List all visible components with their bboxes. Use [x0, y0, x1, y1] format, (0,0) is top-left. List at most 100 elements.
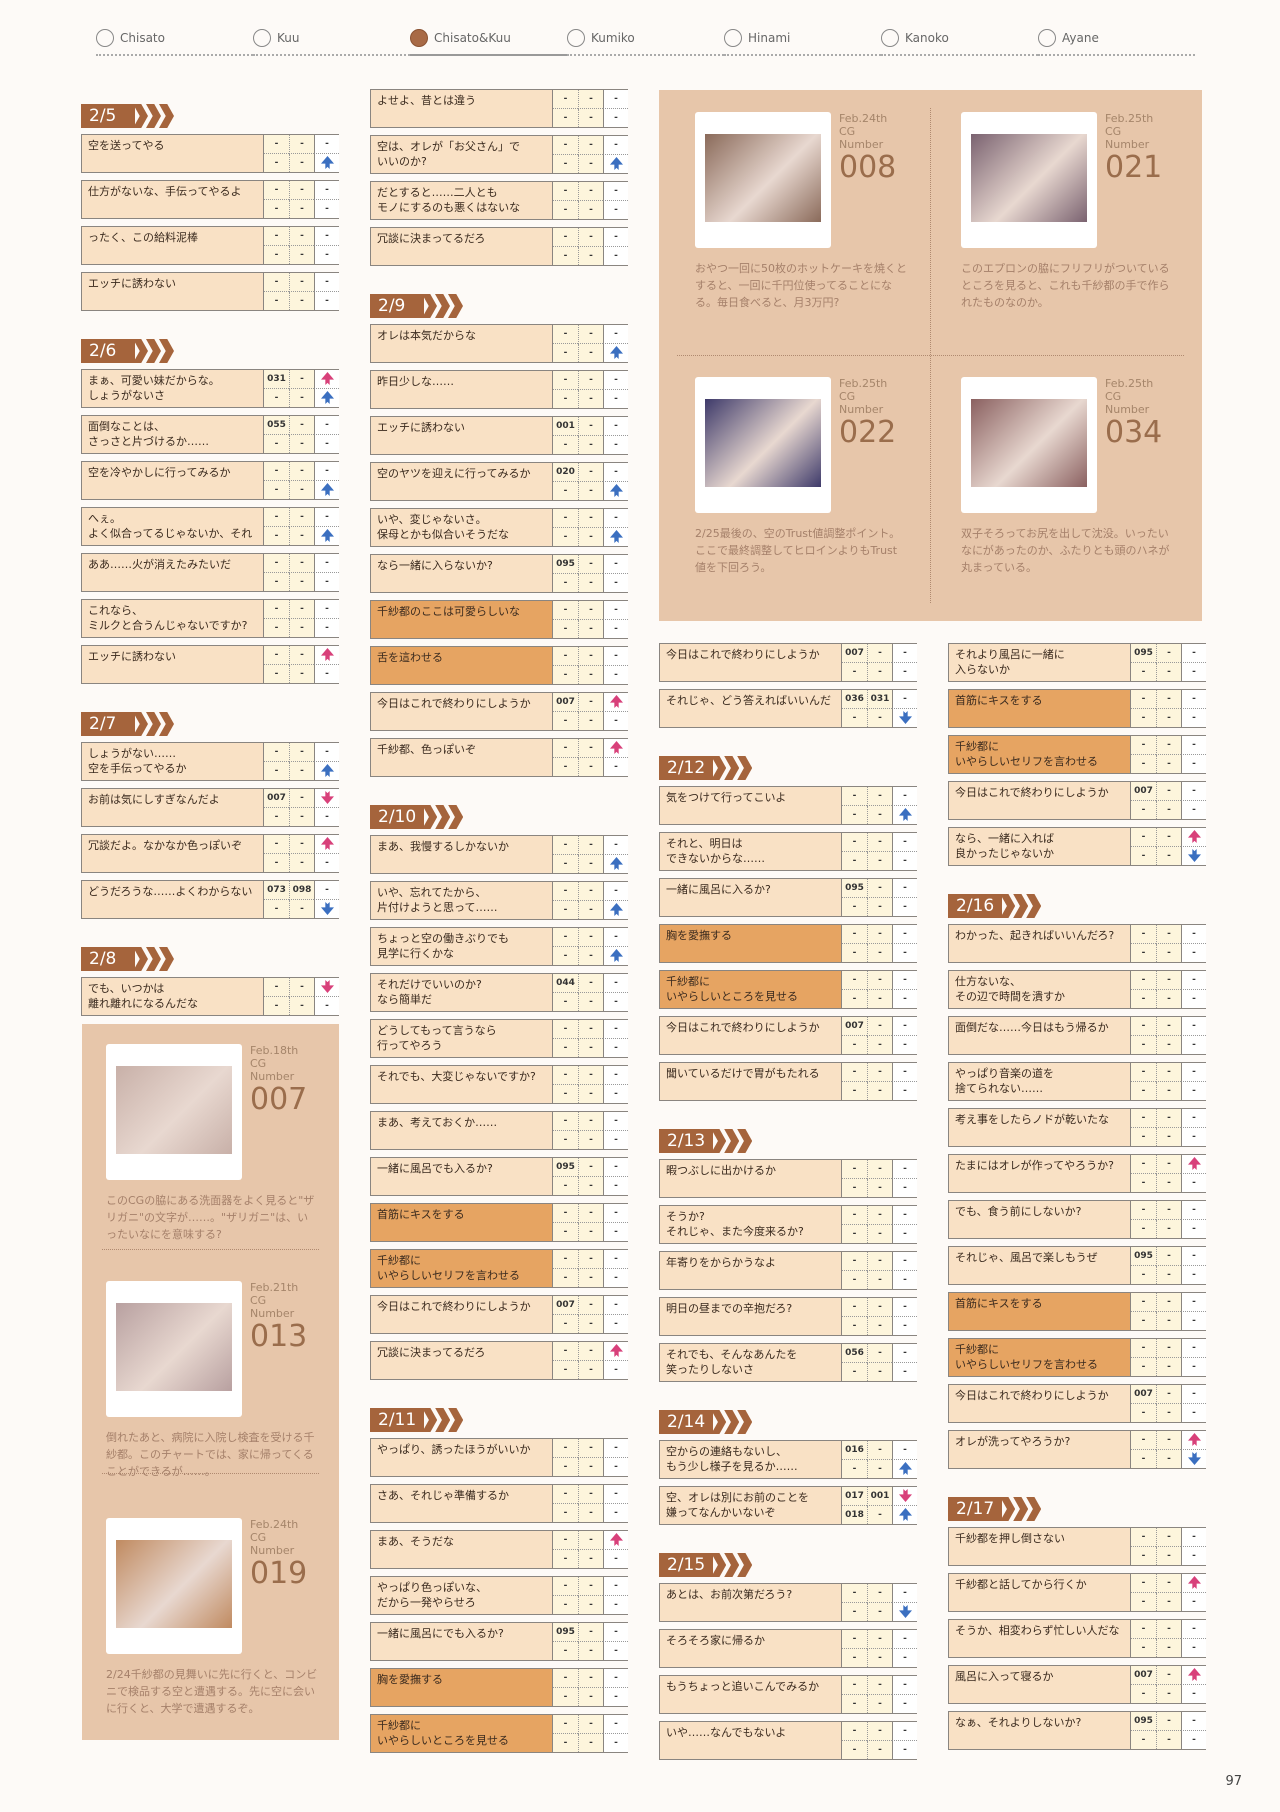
- choice-row[interactable]: 仕方がないな、手伝ってやるよ - - - - - -: [81, 180, 339, 219]
- choice-row[interactable]: なら一緒に入らないか? 095- - - - -: [370, 554, 628, 593]
- choice-row[interactable]: よせよ、昔とは違う - - - - - -: [370, 89, 628, 128]
- choice-row[interactable]: 今日はこれで終わりにしようか 007- - - - -: [948, 1384, 1206, 1423]
- choice-row[interactable]: 一緒に風呂でも入るか? 095- - - - -: [370, 1157, 628, 1196]
- tab-ayane[interactable]: Ayane: [1038, 28, 1195, 56]
- choice-row[interactable]: そうか、相変わらず忙しい人だな - - - - - -: [948, 1619, 1206, 1658]
- choice-row[interactable]: 仕方ないな、 その辺で時間を潰すか - - - - - -: [948, 970, 1206, 1009]
- choice-row[interactable]: ちょっと空の働きぶりでも 見学に行くかな - - - - -: [370, 927, 628, 966]
- choice-row[interactable]: オレが洗ってやろうか? - - - -: [948, 1430, 1206, 1469]
- choice-row[interactable]: これなら、 ミルクと合うんじゃないですか? - - - - - -: [81, 599, 339, 638]
- choice-row[interactable]: 昨日少しな…… - - - - - -: [370, 370, 628, 409]
- choice-row[interactable]: だとすると……二人とも モノにするのも悪くはないな - - - - - -: [370, 181, 628, 220]
- choice-row[interactable]: 胸を愛撫する - - - - - -: [659, 924, 917, 963]
- choice-row[interactable]: でも、いつかは 離れ離れになるんだな - - - - -: [81, 977, 339, 1016]
- tab-chisato[interactable]: Chisato: [96, 28, 253, 56]
- choice-row[interactable]: 明日の昼までの辛抱だろ? - - - - - -: [659, 1297, 917, 1336]
- tab-hinami[interactable]: Hinami: [724, 28, 881, 56]
- choice-row[interactable]: 冗談に決まってるだろ - - - - - -: [370, 227, 628, 266]
- choice-row[interactable]: まあ、考えておくか…… - - - - - -: [370, 1111, 628, 1150]
- choice-row[interactable]: 空からの連絡もないし、 もう少し様子を見るか…… 016- - - -: [659, 1440, 917, 1479]
- choice-row[interactable]: わかった、起きればいいんだろ? - - - - - -: [948, 924, 1206, 963]
- choice-row[interactable]: それじゃ、風呂で楽しもうぜ 095- - - - -: [948, 1246, 1206, 1285]
- choice-row[interactable]: なら、一緒に入れば 良かったじゃないか - - - -: [948, 827, 1206, 866]
- choice-row[interactable]: 空を冷やかしに行ってみるか - - - - -: [81, 461, 339, 500]
- choice-row[interactable]: しょうがない…… 空を手伝ってやるか - - - - -: [81, 742, 339, 781]
- choice-row[interactable]: まあ、我慢するしかないか - - - - -: [370, 835, 628, 874]
- choice-row[interactable]: いや、変じゃないさ。 保母とかも似合いそうだな - - - - -: [370, 508, 628, 547]
- choice-row[interactable]: 舌を這わせる - - - - - -: [370, 646, 628, 685]
- choice-row[interactable]: 首筋にキスをする - - - - - -: [948, 689, 1206, 728]
- choice-row[interactable]: 今日はこれで終わりにしようか 007- - - -: [370, 692, 628, 731]
- choice-row[interactable]: それじゃ、どう答えればいいんだ 036 031- - -: [659, 689, 917, 728]
- choice-row[interactable]: そろそろ家に帰るか - - - - - -: [659, 1629, 917, 1668]
- choice-row[interactable]: やっぱり音楽の道を 捨てられない…… - - - - - -: [948, 1062, 1206, 1101]
- choice-row[interactable]: もうちょっと追いこんでみるか - - - - - -: [659, 1675, 917, 1714]
- choice-row[interactable]: 千紗都を押し倒さない - - - - - -: [948, 1527, 1206, 1566]
- choice-row[interactable]: それだけでいいのか? なら簡単だ 044- - - - -: [370, 973, 628, 1012]
- choice-row[interactable]: まあ、そうだな - - - - -: [370, 1530, 628, 1569]
- choice-row[interactable]: そうか? それじゃ、また今度来るか? - - - - - -: [659, 1205, 917, 1244]
- choice-row[interactable]: あとは、お前次第だろう? - - - - -: [659, 1583, 917, 1622]
- choice-row[interactable]: 空は、オレが「お父さん」で いいのか? - - - - -: [370, 135, 628, 174]
- choice-row[interactable]: まぁ、可愛い妹だからな。 しょうがないさ 031- - -: [81, 369, 339, 408]
- choice-row[interactable]: それと、明日は できないからな…… - - - - - -: [659, 832, 917, 871]
- trust-arrow-cell: -: [1181, 1403, 1206, 1422]
- choice-row[interactable]: 風呂に入って寝るか 007- - - -: [948, 1665, 1206, 1704]
- choice-row[interactable]: 空を送ってやる - - - - -: [81, 134, 339, 173]
- choice-row[interactable]: 空のヤツを迎えに行ってみるか 020- - - -: [370, 462, 628, 501]
- choice-row[interactable]: 千紗都のここは可愛らしいな - - - - - -: [370, 600, 628, 639]
- choice-row[interactable]: それでも、大変じゃないですか? - - - - - -: [370, 1065, 628, 1104]
- choice-row[interactable]: 面倒なことは、 さっさと片づけるか…… 055- - - - -: [81, 415, 339, 454]
- choice-row[interactable]: 年寄りをからかうなよ - - - - - -: [659, 1251, 917, 1290]
- choice-row[interactable]: エッチに誘わない - - - - -: [81, 645, 339, 684]
- tab-kanoko[interactable]: Kanoko: [881, 28, 1038, 56]
- choice-row[interactable]: 今日はこれで終わりにしようか 007- - - - -: [370, 1295, 628, 1334]
- choice-row[interactable]: 冗談だよ。なかなか色っぽいぞ - - - - -: [81, 834, 339, 873]
- choice-row[interactable]: お前は気にしすぎなんだよ 007- - - -: [81, 788, 339, 827]
- choice-row[interactable]: 冗談に決まってるだろ - - - - -: [370, 1341, 628, 1380]
- choice-row[interactable]: 千紗都に いやらしいセリフを言わせる - - - - - -: [948, 1338, 1206, 1377]
- choice-row[interactable]: やっぱり色っぽいな、 だから一発やらせろ - - - - - -: [370, 1576, 628, 1615]
- choice-row[interactable]: 面倒だな……今日はもう帰るか - - - - - -: [948, 1016, 1206, 1055]
- choice-row[interactable]: 空、オレは別にお前のことを 嫌ってなんかいないぞ 017 001 018-: [659, 1486, 917, 1525]
- result-grid: -----: [552, 325, 628, 362]
- choice-row[interactable]: いや……なんでもないよ - - - - - -: [659, 1721, 917, 1760]
- choice-row[interactable]: 胸を愛撫する - - - - - -: [370, 1668, 628, 1707]
- choice-row[interactable]: 千紗都に いやらしいところを見せる - - - - - -: [370, 1714, 628, 1753]
- tab-kuu[interactable]: Kuu: [253, 28, 410, 56]
- choice-row[interactable]: ああ……火が消えたみたいだ - - - - - -: [81, 553, 339, 592]
- choice-row[interactable]: 千紗都に いやらしいセリフを言わせる - - - - - -: [370, 1249, 628, 1288]
- choice-row[interactable]: それでも、そんなあんたを 笑ったりしないさ 056- - - - -: [659, 1343, 917, 1382]
- choice-row[interactable]: ったく、この給料泥棒 - - - - - -: [81, 226, 339, 265]
- choice-row[interactable]: たまにはオレが作ってやろうか? - - - - -: [948, 1154, 1206, 1193]
- choice-row[interactable]: 首筋にキスをする - - - - - -: [370, 1203, 628, 1242]
- choice-row[interactable]: 聞いているだけで胃がもたれる - - - - - -: [659, 1062, 917, 1101]
- choice-row[interactable]: どうだろうな……よくわからない 073 098- - -: [81, 880, 339, 919]
- choice-row[interactable]: どうしてもって言うなら 行ってやろう - - - - - -: [370, 1019, 628, 1058]
- tab-kumiko[interactable]: Kumiko: [567, 28, 724, 56]
- choice-row[interactable]: 暇つぶしに出かけるか - - - - - -: [659, 1159, 917, 1198]
- choice-row[interactable]: 千紗都に いやらしいところを見せる - - - - - -: [659, 970, 917, 1009]
- choice-row[interactable]: でも、食う前にしないか? - - - - - -: [948, 1200, 1206, 1239]
- choice-row[interactable]: エッチに誘わない - - - - - -: [81, 272, 339, 311]
- choice-row[interactable]: 今日はこれで終わりにしようか 007- - - - -: [948, 781, 1206, 820]
- choice-row[interactable]: さあ、それじゃ準備するか - - - - - -: [370, 1484, 628, 1523]
- choice-row[interactable]: 千紗都、色っぽいぞ - - - - -: [370, 738, 628, 777]
- choice-row[interactable]: 首筋にキスをする - - - - - -: [948, 1292, 1206, 1331]
- choice-row[interactable]: やっぱり、誘ったほうがいいか - - - - - -: [370, 1438, 628, 1477]
- choice-row[interactable]: エッチに誘わない 001- - - - -: [370, 416, 628, 455]
- choice-row[interactable]: オレは本気だからな - - - - -: [370, 324, 628, 363]
- choice-row[interactable]: それより風呂に一緒に 入らないか 095- - - - -: [948, 643, 1206, 682]
- choice-row[interactable]: 千紗都に いやらしいセリフを言わせる - - - - - -: [948, 735, 1206, 774]
- choice-row[interactable]: 千紗都と話してから行くか - - - - -: [948, 1573, 1206, 1612]
- choice-row[interactable]: 一緒に風呂にでも入るか? 095- - - - -: [370, 1622, 628, 1661]
- choice-row[interactable]: へぇ。 よく似合ってるじゃないか、それ - - - - -: [81, 507, 339, 546]
- choice-row[interactable]: いや、忘れてたから、 片付けようと思って…… - - - - -: [370, 881, 628, 920]
- choice-row[interactable]: なぁ、それよりしないか? 095- - - - -: [948, 1711, 1206, 1750]
- choice-row[interactable]: 考え事をしたらノドが乾いたな - - - - - -: [948, 1108, 1206, 1147]
- tab-chisato-kuu[interactable]: Chisato&Kuu: [410, 28, 567, 56]
- choice-row[interactable]: 気をつけて行ってこいよ - - - - -: [659, 786, 917, 825]
- choice-row[interactable]: 今日はこれで終わりにしようか 007- - - - -: [659, 1016, 917, 1055]
- choice-row[interactable]: 一緒に風呂に入るか? 095- - - - -: [659, 878, 917, 917]
- choice-row[interactable]: 今日はこれで終わりにしようか 007- - - - -: [659, 643, 917, 682]
